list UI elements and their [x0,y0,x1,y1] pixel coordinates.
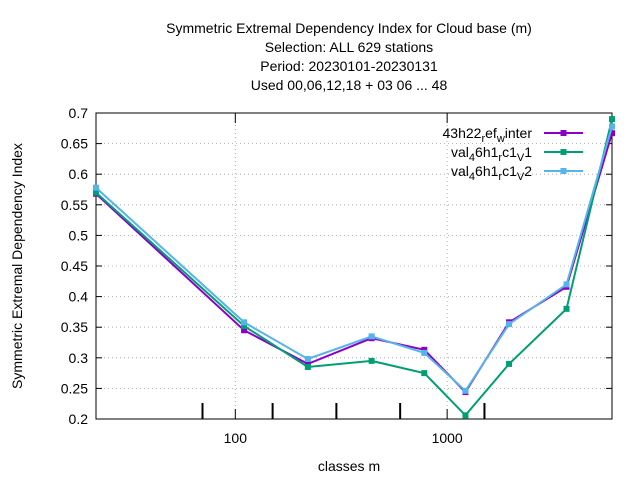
y-tick-label: 0.5 [69,227,89,243]
data-point [304,363,311,370]
legend-marker-3 [560,168,567,174]
plot-series [93,116,615,419]
data-point [421,370,428,377]
data-point [368,333,375,340]
data-point [609,130,615,137]
legend-marker-1 [560,130,567,136]
data-point [241,327,248,334]
y-tick-label: 0.35 [61,319,88,335]
data-point [368,357,375,364]
data-point [304,356,311,363]
data-point [93,184,99,191]
data-point [93,189,99,196]
chart-title-line-1: Symmetric Extremal Dependency Index for … [166,20,532,36]
chart-title-line-3: Period: 20230101-20230131 [260,58,438,74]
y-tick-label: 0.45 [61,258,88,274]
chart-title: Symmetric Extremal Dependency Index for … [166,20,532,93]
data-point [609,116,615,123]
data-point [563,281,570,288]
x-tick-label: 100 [224,430,248,446]
plot-frame [95,112,613,420]
data-point [506,360,513,367]
chart-title-line-4: Used 00,06,12,18 + 03 06 ... 48 [251,77,448,93]
data-point [304,360,311,367]
y-tick-label: 0.4 [69,289,89,305]
y-axis-label: Symmetric Extremal Dependency Index [9,143,25,389]
y-tick-label: 0.25 [61,380,88,396]
data-point [506,321,513,328]
x-axis-label: classes m [318,458,380,474]
series-line-2 [95,118,613,417]
x-tick-label: 1000 [432,430,463,446]
series-line-3 [95,126,613,393]
legend-label-2: val46h1rc1V1 [451,144,532,164]
data-point [421,346,428,353]
y-tick-label: 0.55 [61,197,88,213]
legend-label-1: 43h22refwinter [443,125,533,145]
axes: 0.2 0.25 0.3 0.35 0.4 0.45 0.5 0.55 0.6 0.65 0.7 10… [61,105,613,446]
data-point [241,322,248,329]
grid [96,113,612,419]
data-point [563,305,570,312]
y-tick-label: 0.3 [69,350,89,366]
data-point [462,412,469,419]
data-point [609,123,615,130]
data-point [462,387,469,394]
y-tick-label: 0.2 [69,411,89,427]
chart-title-line-2: Selection: ALL 629 stations [265,39,433,55]
legend-label-3: val46h1rc1V2 [451,163,532,183]
legend-marker-2 [560,149,567,155]
y-tick-label: 0.6 [69,166,89,182]
y-tick-label: 0.7 [69,105,89,121]
data-point [241,319,248,326]
data-point [421,349,428,356]
y-tick-label: 0.65 [61,136,88,152]
